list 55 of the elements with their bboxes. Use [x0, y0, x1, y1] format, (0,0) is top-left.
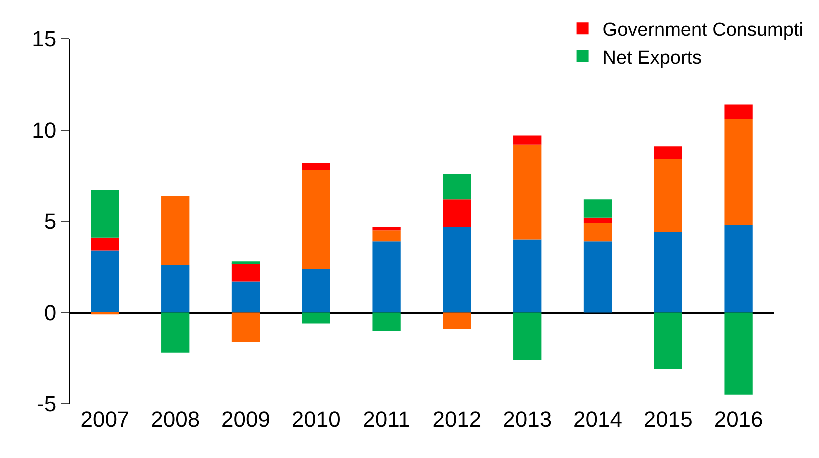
bar: [724, 104, 753, 120]
x-tick-label: 2009: [222, 407, 270, 432]
bar: [302, 163, 330, 170]
bar: [302, 268, 330, 313]
bar: [232, 282, 260, 313]
bar: [514, 136, 542, 145]
bar: [372, 312, 401, 331]
bar: [584, 218, 612, 224]
x-tick-label: 2014: [574, 407, 622, 432]
x-tick-label: 2010: [292, 407, 341, 432]
x-tick-label: 2008: [151, 407, 200, 432]
bar: [443, 312, 472, 330]
legend-label: Government Consumpti: [602, 20, 804, 42]
bar: [91, 250, 120, 313]
legend-label: Net Exports: [602, 48, 702, 69]
bar: [654, 146, 682, 160]
bar: [654, 159, 682, 232]
bar: [302, 312, 330, 324]
y-tick-label: 10: [32, 118, 57, 143]
bar: [443, 226, 472, 313]
bar: [302, 170, 330, 269]
bar: [584, 242, 612, 313]
bar: [654, 312, 682, 370]
x-tick-label: 2007: [80, 407, 130, 432]
bar: [372, 226, 401, 231]
bar: [162, 312, 190, 353]
bar: [443, 200, 472, 227]
y-tick-label: -5: [37, 392, 57, 417]
bar: [372, 230, 401, 242]
y-tick-label: 5: [44, 209, 57, 234]
bar: [514, 144, 542, 240]
bar: [232, 312, 260, 342]
bar: [724, 312, 753, 395]
bar: [372, 242, 401, 313]
bar: [724, 225, 753, 313]
bar: [443, 174, 472, 200]
bar: [91, 190, 120, 238]
x-tick-label: 2011: [363, 407, 410, 432]
bar: [584, 200, 612, 218]
x-tick-label: 2013: [503, 407, 552, 432]
bar: [162, 265, 190, 313]
y-tick-label: 0: [44, 300, 57, 326]
bar: [584, 223, 612, 242]
bar: [654, 232, 682, 313]
bar: [232, 263, 260, 282]
x-tick-label: 2016: [714, 407, 764, 432]
bar: [514, 312, 542, 360]
bar: [162, 196, 190, 266]
bar: [724, 119, 753, 226]
bar: [91, 238, 120, 251]
bar: [514, 240, 542, 313]
bar: [91, 312, 120, 315]
x-tick-label: 2015: [644, 407, 693, 432]
y-tick-label: 15: [32, 26, 57, 52]
x-tick-label: 2012: [432, 407, 482, 432]
